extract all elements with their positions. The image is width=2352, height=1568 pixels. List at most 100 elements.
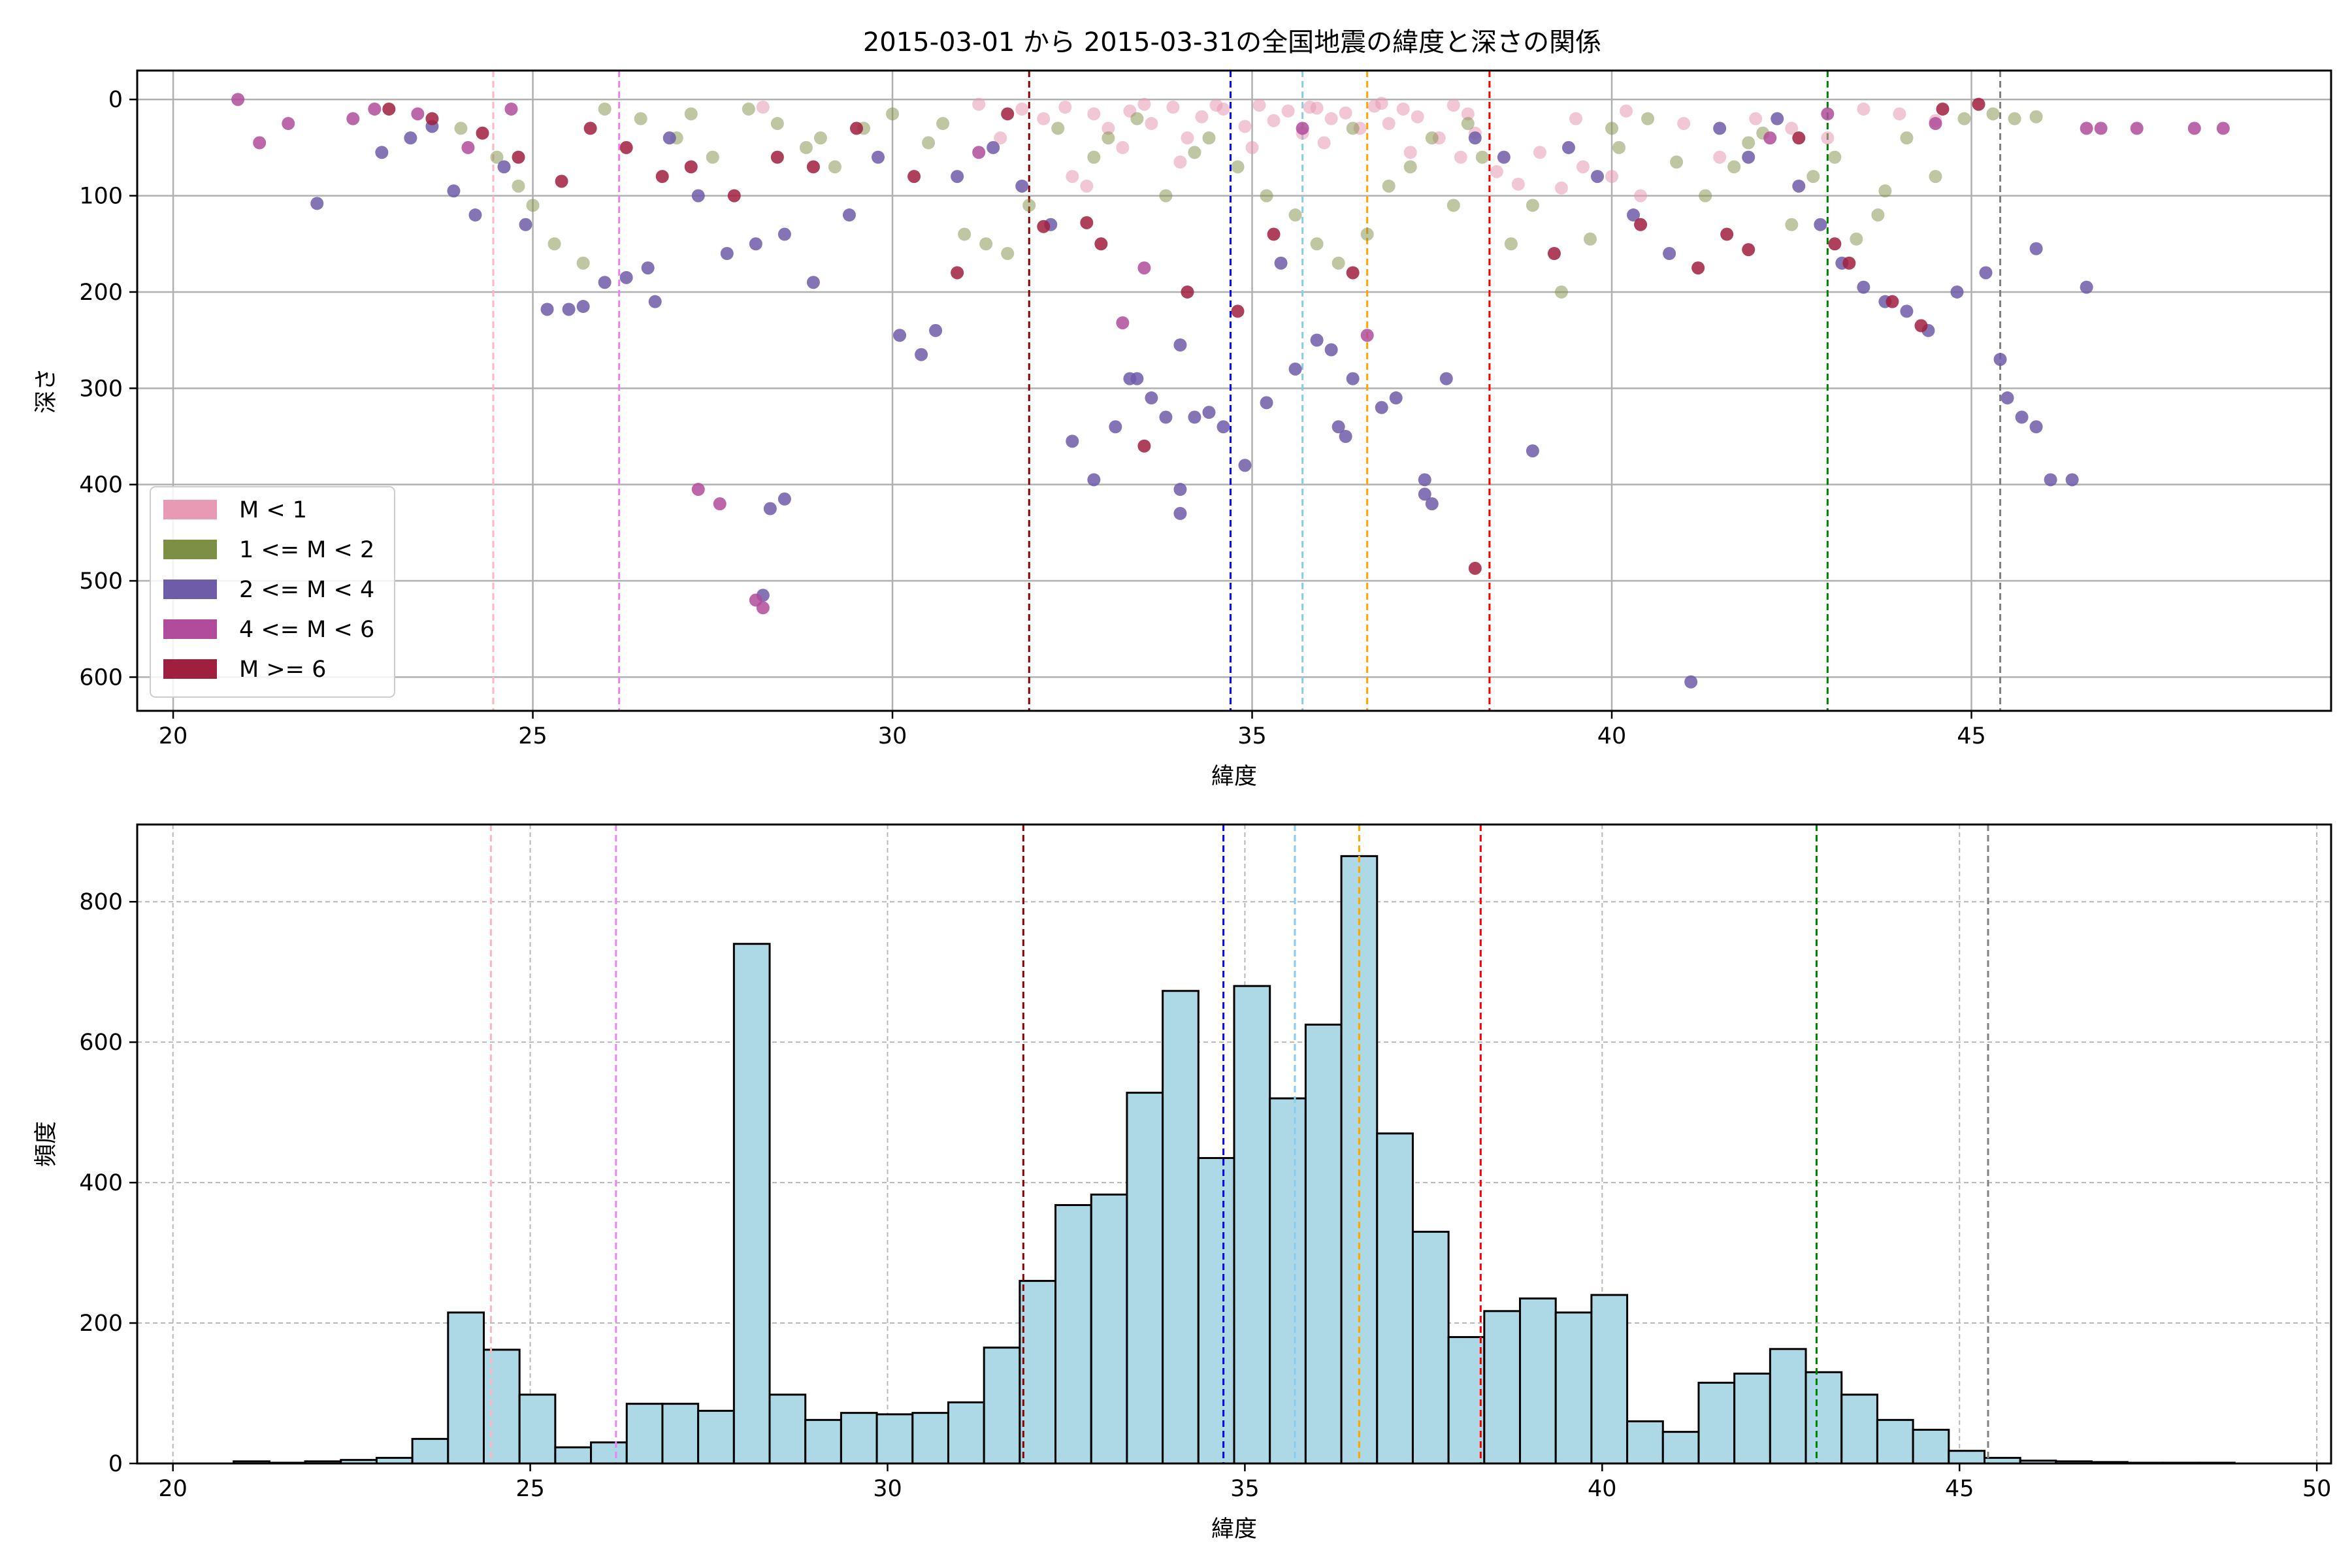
data-point — [1396, 102, 1410, 116]
data-point — [1554, 181, 1568, 195]
data-point — [1468, 131, 1482, 145]
data-point — [1713, 150, 1727, 164]
y-tick-label: 100 — [79, 184, 123, 210]
histogram-bar — [1447, 1336, 1486, 1465]
data-point — [1015, 102, 1029, 116]
data-point — [555, 174, 568, 188]
x-tick-label: 35 — [1237, 723, 1267, 749]
data-point — [1339, 430, 1352, 443]
data-point — [972, 97, 986, 111]
data-point — [1828, 150, 1842, 164]
data-point — [1425, 131, 1439, 145]
data-point — [1590, 170, 1604, 184]
histogram-bar — [554, 1446, 593, 1465]
y-tick-label: 600 — [79, 664, 123, 691]
data-point — [576, 300, 590, 314]
y-tick-label: 200 — [79, 1311, 123, 1337]
data-point — [987, 140, 1000, 154]
data-point — [1929, 170, 1942, 184]
histogram-bar — [840, 1412, 878, 1465]
data-point — [1159, 189, 1173, 203]
plot-frame — [136, 69, 2332, 712]
data-point — [1360, 329, 1374, 342]
data-point — [1231, 160, 1245, 174]
data-point — [1231, 304, 1245, 318]
data-point — [1109, 420, 1122, 434]
data-point — [1785, 218, 1799, 231]
data-point — [375, 146, 389, 159]
legend-box — [150, 486, 395, 698]
data-point — [425, 112, 439, 125]
x-tick-label: 45 — [1957, 723, 1986, 749]
data-point — [1900, 304, 1914, 318]
plot-frame — [136, 823, 2332, 1465]
data-point — [2080, 280, 2093, 294]
data-point — [655, 170, 669, 184]
data-point — [1137, 261, 1151, 275]
histogram-bar — [768, 1394, 807, 1465]
x-tick-label: 30 — [878, 723, 907, 749]
data-point — [828, 160, 841, 174]
histogram-bar — [1519, 1297, 1557, 1465]
data-point — [1806, 170, 1820, 184]
data-point — [1446, 99, 1460, 112]
data-point — [749, 237, 762, 251]
data-point — [958, 227, 972, 241]
data-point — [1403, 160, 1417, 174]
data-point — [490, 150, 504, 164]
data-point — [231, 93, 245, 106]
data-point — [1389, 391, 1403, 405]
data-point — [1871, 208, 1885, 222]
data-point — [1403, 146, 1417, 159]
data-point — [1238, 120, 1252, 133]
legend-swatch — [163, 659, 217, 679]
x-tick-label: 25 — [518, 723, 547, 749]
data-point — [1188, 410, 1201, 424]
data-point — [1202, 406, 1216, 419]
histogram-bar — [447, 1311, 485, 1465]
data-point — [1454, 150, 1467, 164]
data-point — [1094, 237, 1108, 251]
data-point — [1238, 459, 1252, 472]
data-point — [583, 122, 597, 135]
data-point — [1166, 101, 1180, 114]
data-point — [1634, 218, 1648, 231]
data-point — [1993, 353, 2007, 367]
data-point — [1497, 150, 1511, 164]
data-point — [1382, 179, 1396, 193]
data-point — [1022, 199, 1036, 212]
data-point — [1267, 227, 1281, 241]
data-point — [1583, 232, 1597, 246]
data-point — [1749, 112, 1763, 125]
data-point — [1900, 131, 1914, 145]
data-point — [842, 208, 856, 222]
histogram-bar — [697, 1409, 735, 1465]
data-point — [662, 131, 676, 145]
data-point — [641, 261, 655, 275]
data-point — [1217, 420, 1230, 434]
legend-swatch — [163, 500, 217, 519]
histogram-panel: 20 25 30 35 40 45 50 0 200 400 600 800 緯度 頻度 — [33, 823, 2332, 1543]
data-point — [907, 170, 921, 184]
histogram-bar — [1162, 990, 1200, 1465]
data-point — [915, 348, 928, 361]
data-point — [1828, 237, 1842, 251]
data-point — [1331, 256, 1345, 270]
data-point — [1511, 177, 1525, 191]
data-point — [1310, 237, 1324, 251]
data-point — [1411, 110, 1424, 123]
histogram-bar — [1590, 1294, 1629, 1465]
data-point — [253, 136, 267, 150]
data-point — [2216, 122, 2230, 135]
data-point — [1763, 131, 1777, 145]
y-tick-label: 500 — [79, 568, 123, 595]
data-point — [1375, 400, 1388, 414]
data-point — [1346, 372, 1360, 385]
data-point — [1742, 243, 1756, 257]
data-point — [1620, 104, 1633, 118]
data-point — [368, 102, 382, 116]
data-point — [1188, 146, 1201, 159]
data-point — [691, 189, 705, 203]
data-point — [1979, 266, 1993, 280]
